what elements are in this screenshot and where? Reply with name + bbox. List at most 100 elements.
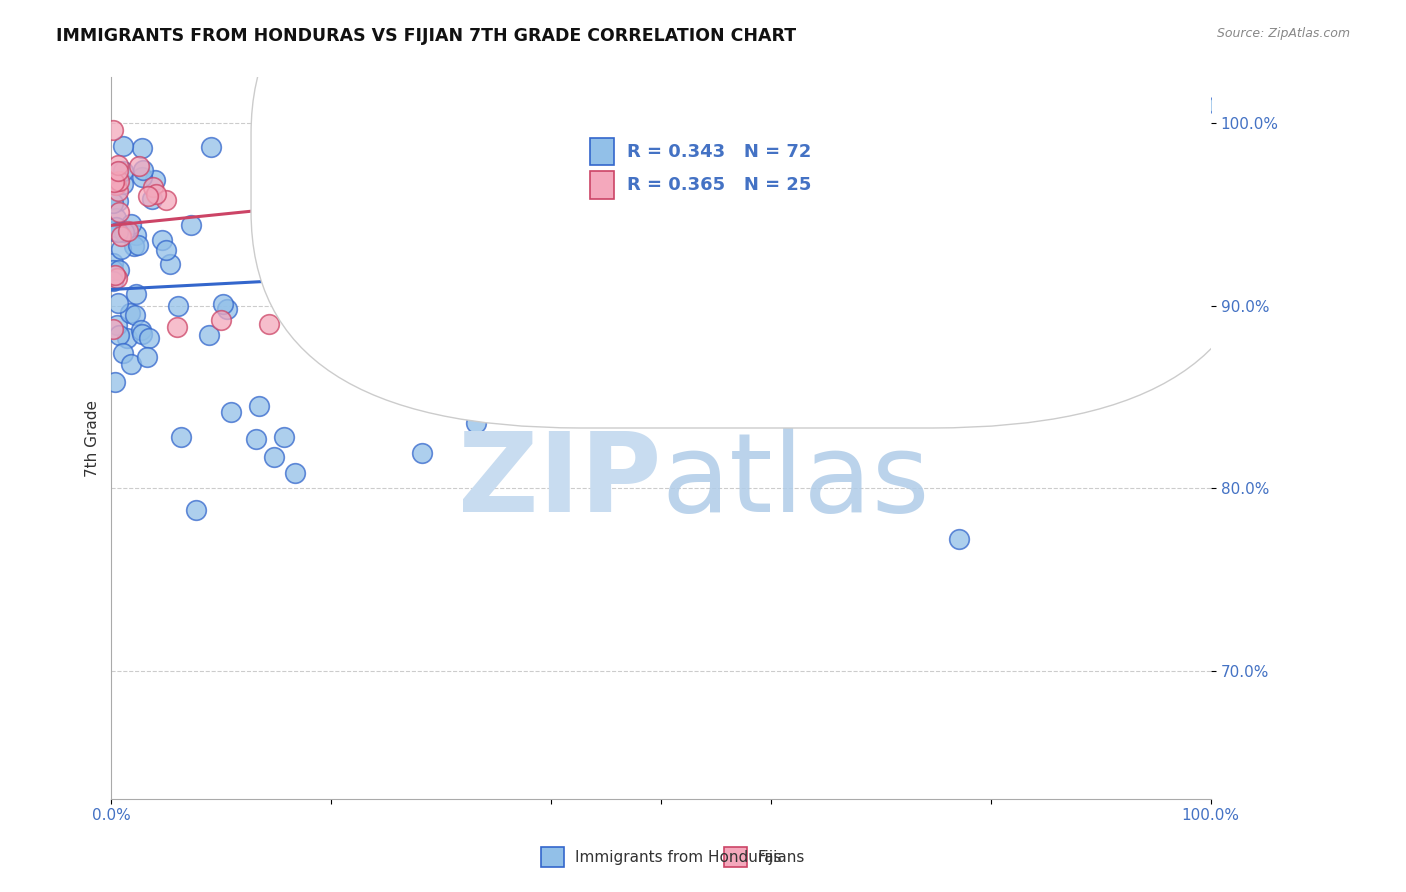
Point	[104, 268, 127, 282]
Point	[101, 322, 124, 336]
Y-axis label: 7th Grade: 7th Grade	[86, 400, 100, 476]
Point	[108, 205, 131, 219]
Point	[170, 430, 193, 444]
Point	[104, 376, 127, 390]
Text: Source: ZipAtlas.com: Source: ZipAtlas.com	[1216, 27, 1350, 40]
Point	[108, 262, 131, 277]
Point	[1074, 98, 1097, 112]
Point	[120, 306, 142, 320]
Point	[120, 358, 142, 372]
Point	[284, 466, 307, 480]
Point	[1192, 98, 1215, 112]
Point	[107, 194, 129, 209]
Point	[107, 296, 129, 310]
Point	[101, 274, 124, 288]
Point	[159, 257, 181, 271]
Point	[143, 173, 166, 187]
Point	[111, 164, 134, 178]
Point	[107, 184, 129, 198]
Point	[108, 174, 131, 188]
Point	[465, 416, 488, 430]
Point	[155, 193, 177, 207]
Point	[136, 189, 159, 203]
Point	[180, 218, 202, 232]
Point	[759, 98, 782, 112]
Point	[115, 331, 138, 345]
Point	[105, 211, 128, 226]
Bar	[589, 171, 614, 199]
Point	[411, 446, 433, 460]
Point	[105, 270, 128, 285]
Point	[103, 256, 125, 270]
Point	[138, 331, 160, 345]
Point	[430, 194, 453, 208]
Point	[155, 243, 177, 257]
Point	[136, 350, 159, 364]
Text: Immigrants from Honduras: Immigrants from Honduras	[575, 850, 782, 864]
Point	[198, 328, 221, 343]
Point	[110, 229, 132, 244]
Point	[727, 158, 749, 172]
Point	[104, 178, 127, 193]
Text: R = 0.343   N = 72: R = 0.343 N = 72	[627, 143, 811, 161]
Point	[353, 326, 375, 341]
Point	[131, 163, 153, 178]
Point	[257, 318, 280, 332]
Point	[247, 399, 270, 413]
Text: Fijians: Fijians	[758, 850, 806, 864]
Point	[125, 227, 148, 242]
Point	[107, 158, 129, 172]
Point	[131, 327, 153, 342]
Point	[219, 405, 242, 419]
Point	[150, 233, 173, 247]
Point	[475, 397, 498, 411]
Point	[429, 291, 451, 305]
Text: R = 0.365   N = 25: R = 0.365 N = 25	[627, 176, 811, 194]
Point	[107, 225, 129, 239]
Point	[460, 301, 482, 315]
Point	[273, 430, 295, 444]
Point	[211, 296, 233, 310]
Bar	[589, 138, 614, 165]
Point	[131, 141, 153, 155]
Point	[105, 318, 128, 332]
Text: ZIP: ZIP	[458, 428, 661, 535]
Point	[141, 192, 163, 206]
Point	[124, 287, 146, 301]
Point	[263, 450, 285, 465]
Point	[117, 224, 139, 238]
Point	[1144, 98, 1167, 112]
Point	[103, 224, 125, 238]
Point	[104, 219, 127, 234]
Point	[948, 532, 970, 546]
Point	[101, 195, 124, 210]
FancyBboxPatch shape	[252, 0, 1263, 428]
Text: IMMIGRANTS FROM HONDURAS VS FIJIAN 7TH GRADE CORRELATION CHART: IMMIGRANTS FROM HONDURAS VS FIJIAN 7TH G…	[56, 27, 796, 45]
Point	[128, 160, 150, 174]
Point	[121, 218, 143, 232]
Point	[105, 165, 128, 179]
Point	[110, 242, 132, 256]
Point	[166, 320, 188, 334]
Point	[184, 502, 207, 516]
Point	[112, 225, 135, 239]
Point	[145, 186, 167, 201]
Point	[245, 432, 267, 446]
Point	[215, 302, 238, 317]
Point	[111, 177, 134, 191]
Point	[1091, 98, 1114, 112]
Point	[142, 180, 165, 194]
Point	[103, 175, 125, 189]
Point	[127, 238, 149, 252]
Point	[704, 112, 727, 126]
Point	[122, 238, 145, 252]
Point	[107, 328, 129, 343]
Point	[690, 128, 713, 142]
Point	[112, 346, 135, 360]
Point	[166, 299, 188, 313]
Point	[450, 382, 472, 396]
Point	[364, 231, 387, 245]
Point	[200, 140, 222, 154]
Point	[107, 174, 129, 188]
Point	[101, 123, 124, 137]
